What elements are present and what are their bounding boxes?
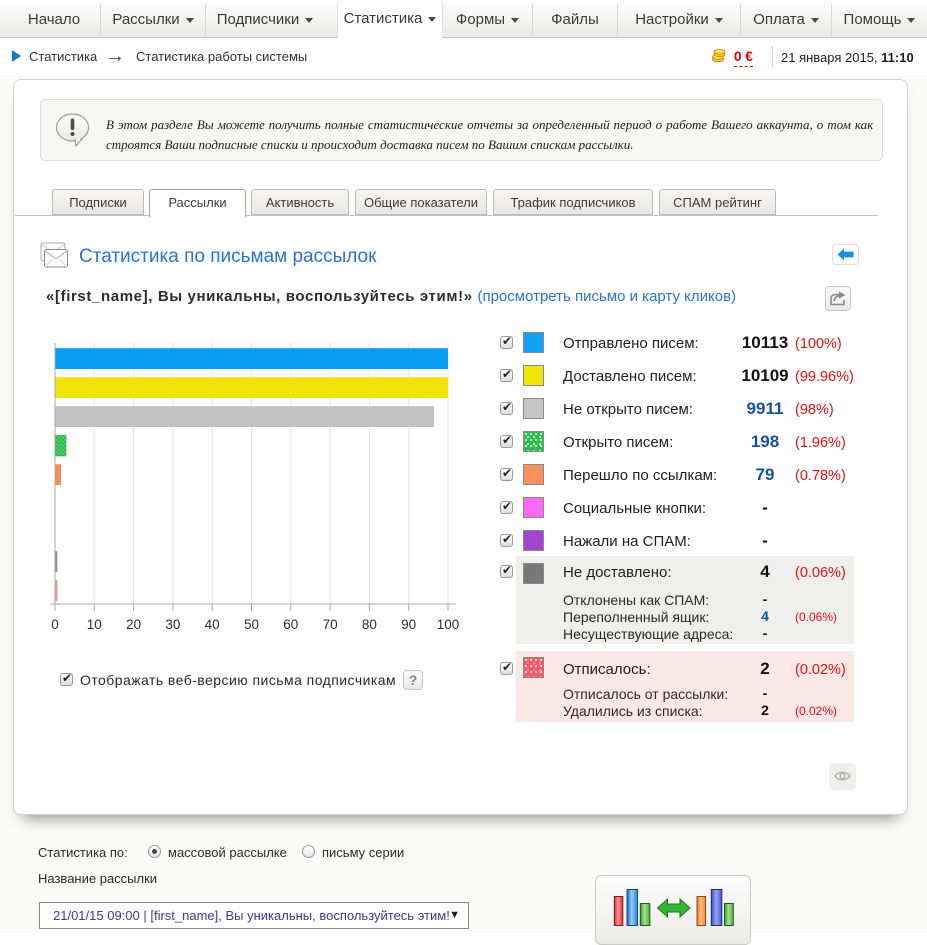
- svg-text:70: 70: [323, 617, 338, 632]
- svg-text:20: 20: [126, 617, 141, 632]
- svg-text:60: 60: [283, 617, 298, 632]
- svg-text:50: 50: [244, 617, 259, 632]
- svg-text:0: 0: [51, 617, 59, 632]
- svg-text:90: 90: [401, 617, 416, 632]
- svg-text:80: 80: [362, 617, 377, 632]
- svg-text:10: 10: [87, 617, 102, 632]
- svg-text:40: 40: [205, 617, 220, 632]
- svg-text:100: 100: [437, 617, 460, 632]
- svg-text:30: 30: [165, 617, 180, 632]
